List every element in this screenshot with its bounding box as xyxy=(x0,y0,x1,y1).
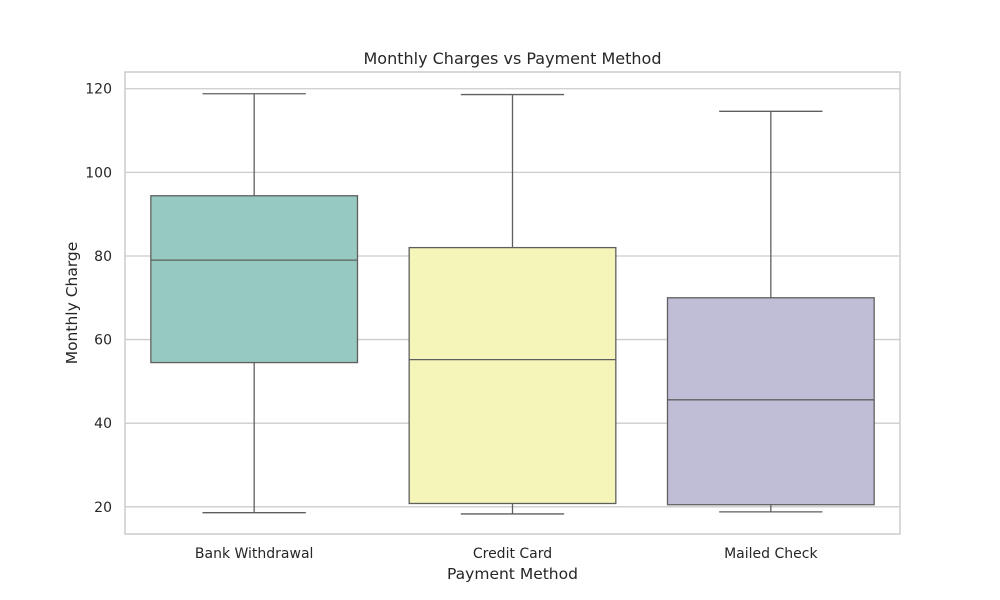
y-tick-label: 40 xyxy=(94,416,112,432)
box-mailed-check xyxy=(666,110,875,513)
iqr-box xyxy=(150,195,359,364)
y-tick-label: 100 xyxy=(85,165,112,181)
iqr-box xyxy=(666,297,875,506)
iqr-box xyxy=(408,246,617,505)
x-tick-labels: Bank Withdrawal Credit Card Mailed Check xyxy=(195,546,819,562)
x-axis-label: Payment Method xyxy=(447,565,578,583)
y-tick-label: 20 xyxy=(94,500,112,516)
box-credit-card xyxy=(408,93,617,515)
x-tick-label: Mailed Check xyxy=(724,546,818,562)
y-tick-label: 120 xyxy=(85,82,112,98)
y-axis-label: Monthly Charge xyxy=(63,242,81,365)
x-tick-label: Credit Card xyxy=(473,546,552,562)
y-tick-labels: 20 40 60 80 100 120 xyxy=(85,82,112,516)
chart-title: Monthly Charges vs Payment Method xyxy=(363,49,661,68)
plot-frame xyxy=(124,71,901,535)
y-tick-label: 80 xyxy=(94,249,112,265)
y-tick-label: 60 xyxy=(94,333,112,349)
box-series xyxy=(150,93,875,515)
x-tick-label: Bank Withdrawal xyxy=(195,546,314,562)
box-bank-withdrawal xyxy=(150,93,359,514)
